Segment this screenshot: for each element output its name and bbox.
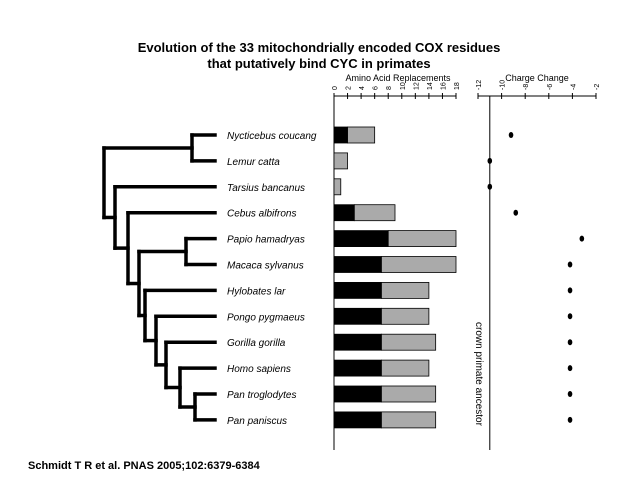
taxon-label: Pan troglodytes [227, 390, 297, 401]
charge-point [579, 235, 585, 242]
charge-point [567, 339, 573, 346]
charge-point [487, 183, 493, 190]
charge-point [567, 287, 573, 294]
charge-tick-label: -6 [547, 84, 554, 90]
bar-segment-black [333, 204, 355, 222]
bar-segment-gray [381, 256, 457, 273]
bar-tick-label: 18 [454, 82, 461, 90]
crown-ancestor-label: crown primate ancestor [473, 322, 484, 427]
bar-tick-label: 12 [413, 82, 420, 90]
taxon-label: Pan paniscus [227, 416, 287, 427]
charge-panel-title: Charge Change [505, 73, 569, 83]
bar-segment-gray [333, 152, 348, 170]
bar-segment-black [333, 333, 382, 351]
bar-segment-black [333, 385, 382, 403]
bar-segment-gray [381, 411, 437, 429]
bar-segment-black [333, 126, 348, 144]
bar-panel-title: Amino Acid Replacements [345, 73, 451, 83]
taxon-label: Nycticebus coucang [227, 131, 317, 142]
charge-tick-label: -12 [476, 80, 483, 90]
bar-segment-black [333, 307, 382, 325]
bar-segment-gray [381, 307, 430, 325]
charge-tick-label: -4 [570, 84, 577, 90]
taxon-label: Hylobates lar [227, 286, 286, 297]
charge-point [567, 313, 573, 320]
charge-tick-label: -8 [523, 84, 530, 90]
bar-segment-gray [381, 333, 437, 351]
bar-segment-black [333, 256, 382, 273]
bar-tick-label: 4 [359, 86, 366, 90]
taxon-label: Gorilla gorilla [227, 338, 286, 349]
bar-segment-gray [387, 230, 457, 248]
bar-segment-black [333, 411, 382, 429]
charge-tick-label: -2 [594, 84, 601, 90]
taxon-label: Macaca sylvanus [227, 261, 304, 272]
bar-tick-label: 2 [346, 86, 353, 90]
taxon-label: Pongo pygmaeus [227, 312, 305, 323]
citation: Schmidt T R et al. PNAS 2005;102:6379-63… [28, 460, 260, 472]
taxon-label: Lemur catta [227, 157, 280, 168]
bar-tick-label: 0 [332, 86, 339, 90]
charge-point [513, 209, 519, 216]
bar-segment-gray [381, 385, 437, 403]
bar-tick-label: 8 [386, 86, 393, 90]
bar-segment-gray [381, 359, 430, 377]
bar-tick-label: 10 [400, 82, 407, 90]
bar-segment-black [333, 359, 382, 377]
chart-title-line1: Evolution of the 33 mitochondrially enco… [137, 40, 501, 55]
bar-tick-label: 14 [427, 82, 434, 90]
bar-tick-label: 6 [373, 86, 380, 90]
charge-point [508, 132, 514, 138]
charge-point [567, 365, 573, 372]
bar-segment-gray [347, 126, 376, 144]
chart-title-line2: that putatively bind CYC in primates [207, 56, 431, 71]
taxon-label: Papio hamadryas [227, 235, 305, 246]
charge-tick-label: -10 [500, 80, 507, 90]
taxon-label: Tarsius bancanus [227, 183, 305, 194]
bar-segment-black [333, 230, 389, 248]
charge-point [567, 261, 573, 268]
bar-segment-gray [333, 178, 342, 196]
charge-point [487, 157, 493, 164]
bar-segment-black [333, 281, 382, 299]
bar-tick-label: 16 [440, 82, 447, 90]
bar-segment-gray [381, 281, 430, 299]
taxon-label: Cebus albifrons [227, 209, 296, 220]
taxon-label: Homo sapiens [227, 364, 291, 375]
charge-point [567, 391, 573, 397]
charge-point [567, 416, 573, 423]
bar-segment-gray [353, 204, 396, 222]
